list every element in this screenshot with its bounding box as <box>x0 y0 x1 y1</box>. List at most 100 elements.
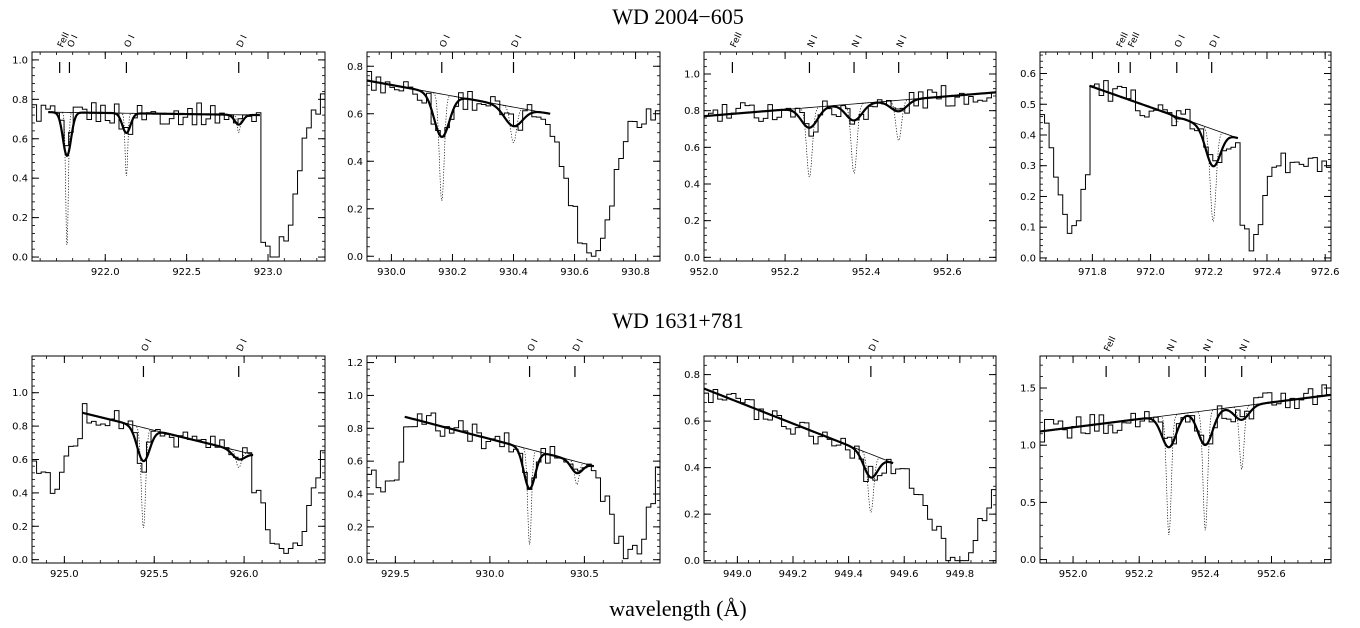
x-tick-label: 930.4 <box>499 267 528 278</box>
fitted-profile-line <box>704 91 996 129</box>
intrinsic-model-line <box>704 388 894 514</box>
y-tick-label: 0.4 <box>1020 130 1036 141</box>
axes-frame <box>366 51 661 262</box>
intrinsic-model-line <box>704 91 996 178</box>
row-title-bottom: WD 1631+781 <box>612 308 744 333</box>
x-tick-label: 923.0 <box>254 267 283 278</box>
y-tick-label: 0.0 <box>12 555 28 566</box>
ion-label: D I <box>1208 34 1222 50</box>
y-tick-label: 0.0 <box>1020 555 1036 566</box>
x-tick-label: 925.5 <box>140 569 169 580</box>
ion-label: FeII <box>1127 31 1143 49</box>
y-tick-label: 1.0 <box>347 391 363 402</box>
x-tick-label: 922.5 <box>172 267 201 278</box>
row-title-top: WD 2004−605 <box>612 4 744 29</box>
ion-label: O I <box>1173 34 1187 50</box>
y-tick-label: 0.4 <box>684 180 700 191</box>
x-tick-label: 952.0 <box>690 267 719 278</box>
panel-1-1: 929.5 930.0 930.5 0.0 0.2 0.4 0.6 0.8 1.0 1.2 O I D… <box>347 338 661 580</box>
ion-label: D I <box>868 338 882 354</box>
x-tick-label: 930.2 <box>438 267 467 278</box>
ion-label: D I <box>510 34 524 50</box>
observed-spectrum <box>32 93 325 258</box>
x-tick-label: 930.5 <box>570 569 599 580</box>
y-tick-label: 0.2 <box>684 510 700 521</box>
y-tick-label: 1.0 <box>12 55 28 66</box>
panel-0-2: 952.0 952.2 952.4 952.6 0.0 0.2 0.4 0.6 0.8 1.0 Fe… <box>684 31 997 278</box>
observed-spectrum <box>1040 384 1331 445</box>
ion-label: N I <box>851 34 865 49</box>
x-tick-label: 952.6 <box>1257 569 1286 580</box>
x-tick-label: 949.2 <box>779 569 808 580</box>
axes-frame <box>1039 51 1332 262</box>
y-tick-label: 0.0 <box>12 253 28 264</box>
y-tick-label: 0.2 <box>347 204 363 215</box>
ion-label: N I <box>895 34 909 49</box>
ion-label: N I <box>1238 338 1252 353</box>
y-tick-label: 0.2 <box>347 522 363 533</box>
y-tick-label: 0.6 <box>1020 69 1036 80</box>
x-tick-label: 952.2 <box>771 267 800 278</box>
y-tick-label: 0.8 <box>684 370 700 381</box>
panel-0-3: 971.8 972.0 972.2 972.4 972.6 0.0 0.1 0.2 0.3 0.4… <box>1020 31 1339 278</box>
fitted-profile-line <box>1040 393 1331 449</box>
x-tick-label: 930.0 <box>476 569 505 580</box>
observed-spectrum <box>367 71 660 257</box>
panel-1-2: 949.0 949.2 949.4 949.6 949.8 0.0 0.2 0.4 0.6 0.8… <box>684 338 997 580</box>
x-tick-label: 930.0 <box>377 267 406 278</box>
y-tick-label: 0.2 <box>12 522 28 533</box>
intrinsic-model-line <box>1089 85 1238 222</box>
ion-label: N I <box>1202 338 1216 353</box>
y-tick-label: 0.2 <box>684 216 700 227</box>
y-tick-label: 0.8 <box>347 424 363 435</box>
y-tick-label: 0.4 <box>684 463 700 474</box>
y-tick-label: 0.4 <box>12 174 28 185</box>
y-tick-label: 0.4 <box>12 488 28 499</box>
ion-label: D I <box>235 338 249 354</box>
x-tick-label: 926.0 <box>230 569 259 580</box>
y-tick-label: 0.0 <box>684 253 700 264</box>
x-tick-label: 930.8 <box>621 267 650 278</box>
y-tick-label: 0.4 <box>347 157 363 168</box>
fitted-profile-line <box>82 411 254 463</box>
y-tick-label: 0.6 <box>684 143 700 154</box>
y-tick-label: 0.6 <box>347 109 363 120</box>
panels: 922.0 922.5 923.0 0.0 0.2 0.4 0.6 0.8 1.0 FeII O I… <box>12 31 1339 580</box>
observed-spectrum <box>1040 80 1331 252</box>
axes-frame <box>703 51 997 262</box>
y-tick-label: 0.8 <box>12 422 28 433</box>
panel-0-1: 930.0 930.2 930.4 930.6 930.8 0.0 0.2 0.4 0.6 0.8… <box>347 34 661 278</box>
y-tick-label: 0.8 <box>347 62 363 73</box>
ion-label: D I <box>235 34 249 50</box>
y-tick-label: 0.0 <box>684 556 700 567</box>
y-tick-label: 0.1 <box>1020 223 1036 234</box>
y-tick-label: 1.2 <box>347 358 363 369</box>
x-tick-label: 972.0 <box>1136 267 1165 278</box>
axes-frame <box>31 51 326 262</box>
ion-label: D I <box>572 338 586 354</box>
fitted-profile-line <box>48 111 260 157</box>
x-tick-label: 929.5 <box>381 569 410 580</box>
ion-label: O I <box>526 338 540 354</box>
axes-frame <box>366 355 661 564</box>
observed-spectrum <box>367 412 660 560</box>
x-tick-label: 930.6 <box>560 267 589 278</box>
panel-1-0: 925.0 925.5 926.0 0.0 0.2 0.4 0.6 0.8 1.0 O I D I <box>12 338 326 580</box>
y-tick-label: 1.0 <box>12 388 28 399</box>
y-tick-label: 0.0 <box>347 555 363 566</box>
x-tick-label: 952.6 <box>933 267 962 278</box>
x-tick-label: 949.0 <box>723 569 752 580</box>
observed-spectrum <box>704 85 996 137</box>
x-tick-label: 972.6 <box>1311 267 1340 278</box>
x-tick-label: 952.2 <box>1125 569 1154 580</box>
ion-label: FeII <box>729 31 745 49</box>
y-tick-label: 0.2 <box>1020 192 1036 203</box>
panel-1-3: 952.0 952.2 952.4 952.6 0.0 0.5 1.0 1.5 FeII N I N… <box>1020 335 1332 580</box>
fitted-profile-line <box>404 415 595 490</box>
intrinsic-model-line <box>48 111 260 245</box>
y-tick-label: 0.5 <box>1020 100 1036 111</box>
y-tick-label: 1.0 <box>1020 441 1036 452</box>
ion-label: O I <box>438 34 452 50</box>
observed-spectrum <box>704 389 996 562</box>
